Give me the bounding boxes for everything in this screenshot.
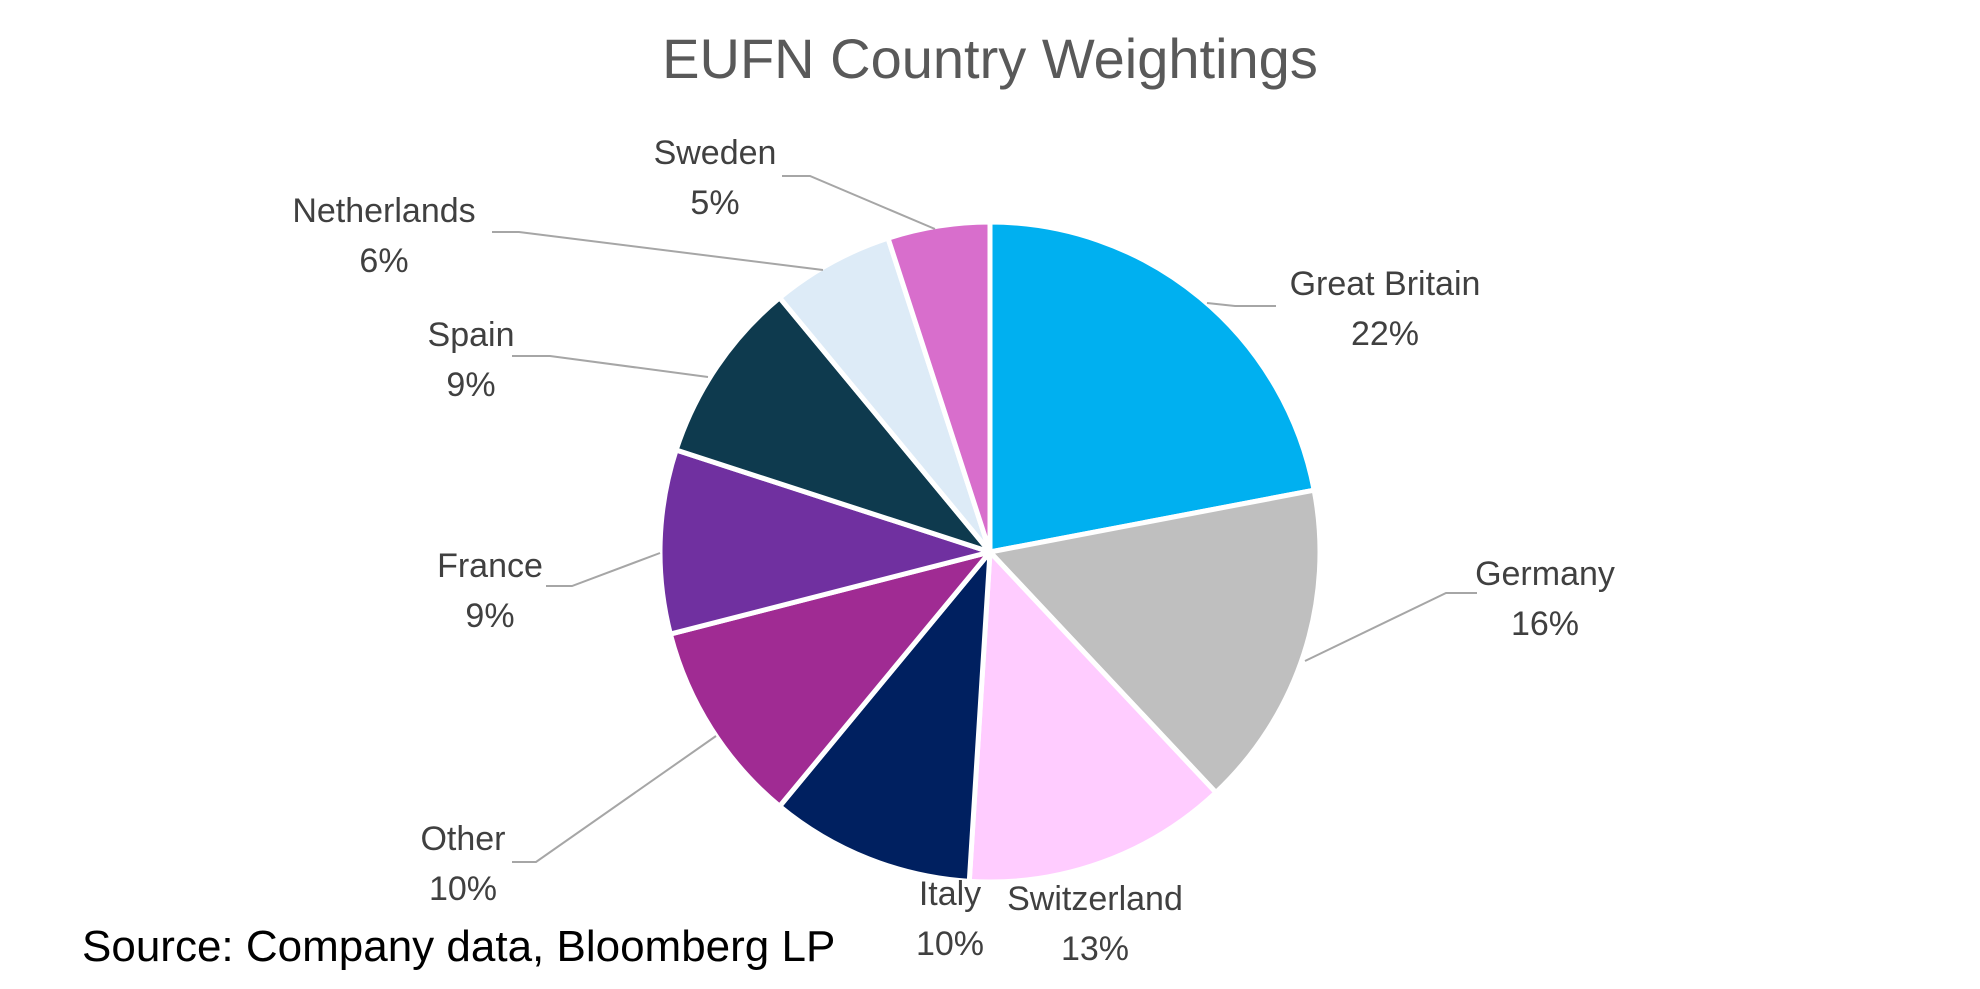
pie-slice-great-britain [987,219,1317,555]
slice-value-italy: 10% [916,925,984,963]
source-note: Source: Company data, Bloomberg LP [82,922,836,971]
slice-label-germany: Germany [1475,555,1615,593]
leader-line-other [512,735,717,863]
pie-slice-france [657,447,993,637]
pie-slice-italy [777,549,993,884]
slice-label-switzerland: Switzerland [1007,880,1183,918]
leader-lines [492,175,1477,863]
leader-line-great-britain [1206,302,1276,307]
slice-label-other: Other [420,820,505,858]
leader-line-spain [512,355,709,378]
slice-value-other: 10% [429,870,497,908]
slice-value-sweden: 5% [690,184,739,222]
pie-slice-switzerland [966,549,1219,885]
leader-line-germany [1304,592,1477,662]
slice-value-netherlands: 6% [359,242,408,280]
chart-title: EUFN Country Weightings [662,27,1318,90]
slice-label-france: France [437,547,543,585]
slice-label-sweden: Sweden [654,134,777,172]
pie-slice-germany [987,487,1323,796]
slice-label-spain: Spain [428,316,515,354]
pie-slice-sweden [885,219,993,555]
slice-label-italy: Italy [919,875,981,913]
slice-value-germany: 16% [1511,605,1579,643]
slice-value-great-britain: 22% [1351,315,1419,353]
slice-value-spain: 9% [446,366,495,404]
pie-slice-spain [673,295,993,555]
slice-label-netherlands: Netherlands [292,192,475,230]
leader-line-france [546,552,661,587]
leader-line-sweden [782,175,936,230]
slice-value-switzerland: 13% [1061,930,1129,968]
pie-slices [657,219,1323,885]
slice-value-france: 9% [465,597,514,635]
leader-line-netherlands [492,231,824,271]
slice-label-great-britain: Great Britain [1290,265,1481,303]
slice-labels: Great Britain 22% Germany 16% Switzerland 13%… [292,134,1615,968]
